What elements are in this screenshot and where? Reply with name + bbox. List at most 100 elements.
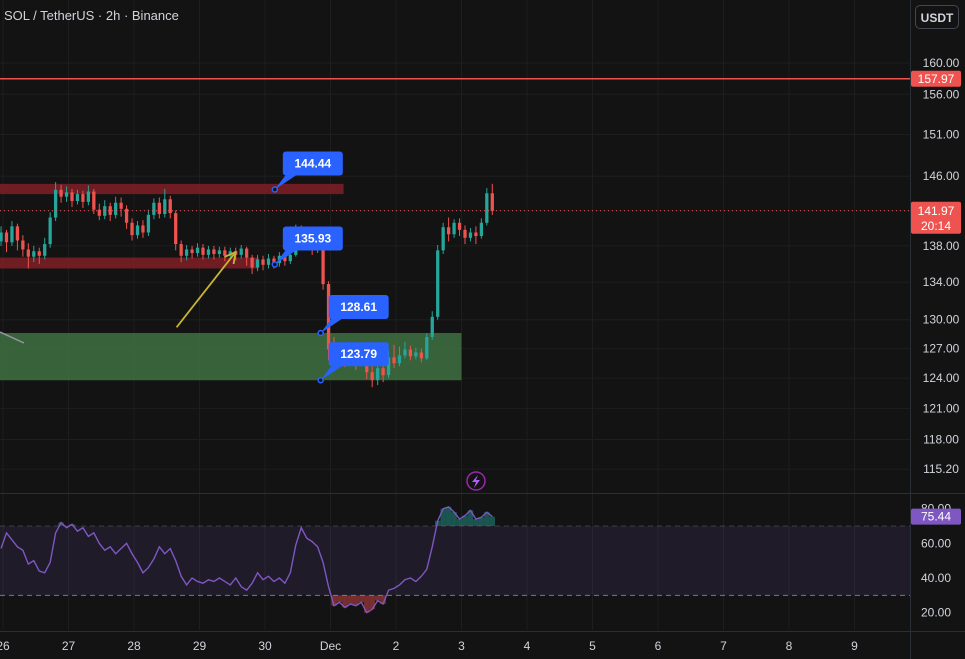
candle-body bbox=[179, 244, 183, 256]
callout-anchor bbox=[271, 261, 279, 268]
candle-body bbox=[174, 213, 178, 245]
candle-body bbox=[474, 232, 478, 237]
time-tick-label: 3 bbox=[458, 639, 465, 653]
candle-body bbox=[195, 247, 200, 254]
candle-body bbox=[163, 199, 167, 215]
candle-body bbox=[266, 258, 271, 265]
price-tick-label: 156.00 bbox=[923, 87, 960, 101]
candle-body bbox=[21, 240, 25, 250]
zone-resistance-upper bbox=[0, 183, 344, 195]
candle-body bbox=[37, 251, 41, 256]
time-tick-label: 27 bbox=[62, 639, 76, 653]
candle-body bbox=[326, 284, 331, 350]
candle-body bbox=[92, 191, 96, 210]
time-tick-label: 26 bbox=[0, 639, 10, 653]
candle-body bbox=[190, 249, 194, 254]
candle-body bbox=[10, 226, 14, 243]
callout-box bbox=[328, 295, 389, 320]
rsi-overbought-fill bbox=[58, 506, 495, 526]
candle-body bbox=[81, 194, 85, 202]
candle-body bbox=[392, 357, 396, 364]
price-tick-label: 130.00 bbox=[923, 313, 960, 327]
horizontal-line[interactable]: 157.97 bbox=[0, 70, 961, 344]
price-tick-label: 127.00 bbox=[923, 342, 960, 356]
drawings[interactable]: 144.44 135.93 128.61 123.79 bbox=[175, 151, 486, 491]
time-tick-label: 2 bbox=[393, 639, 400, 653]
candle-body bbox=[48, 217, 52, 245]
price-tick-label: 151.00 bbox=[923, 128, 960, 142]
candle-body bbox=[425, 336, 429, 359]
price-tick-label: 124.00 bbox=[923, 371, 960, 385]
candle-body bbox=[43, 244, 47, 256]
candle-body bbox=[15, 226, 20, 241]
current-price-tag bbox=[911, 201, 961, 234]
trendline-fragment bbox=[0, 331, 25, 344]
lightning-icon bbox=[466, 471, 486, 491]
candle-body bbox=[223, 250, 227, 256]
candle-body bbox=[206, 249, 211, 255]
candle-body bbox=[479, 222, 484, 237]
candle-body bbox=[381, 368, 385, 376]
price-tick-label: 118.00 bbox=[923, 432, 959, 446]
time-tick-label: 28 bbox=[127, 639, 141, 653]
candle-body bbox=[468, 232, 473, 238]
candle-body bbox=[212, 249, 216, 254]
rsi-tick-label: 60.00 bbox=[921, 536, 951, 550]
candle-body bbox=[135, 225, 140, 236]
callout-label: 128.61 bbox=[340, 300, 377, 314]
candle-body bbox=[490, 193, 494, 211]
callout-box bbox=[328, 342, 389, 367]
candle-body bbox=[452, 222, 456, 235]
candle-body bbox=[261, 259, 265, 265]
callout-box bbox=[282, 151, 343, 176]
candle-body bbox=[272, 258, 276, 264]
callout-pointer bbox=[320, 364, 345, 381]
horizontal-line-label: 157.97 bbox=[918, 72, 955, 86]
candle-body bbox=[157, 202, 161, 215]
rsi-value-tag bbox=[911, 508, 961, 525]
candle-body bbox=[146, 214, 151, 233]
price-tick-label: 121.00 bbox=[923, 401, 960, 415]
candle-body bbox=[441, 227, 445, 251]
candle-body bbox=[32, 251, 36, 257]
lightning-icon-bolt bbox=[472, 475, 480, 488]
symbol-title: SOL / TetherUS · 2h · Binance bbox=[4, 8, 179, 23]
candle-body bbox=[75, 194, 80, 201]
rsi-line bbox=[0, 506, 493, 614]
callout-anchor bbox=[317, 376, 324, 384]
candle-body bbox=[457, 222, 462, 230]
candle-body bbox=[217, 250, 222, 254]
candle-body bbox=[26, 249, 30, 257]
callout-label: 123.79 bbox=[340, 347, 377, 361]
time-tick-label: 29 bbox=[193, 639, 207, 653]
candle-body bbox=[152, 202, 156, 215]
rsi-value-label: 75.44 bbox=[921, 510, 951, 524]
current-price-label: 141.97 bbox=[918, 204, 955, 218]
time-tick-label: 4 bbox=[524, 639, 531, 653]
zone-support bbox=[0, 333, 462, 381]
candle-body bbox=[141, 225, 145, 233]
currency-button[interactable]: USDT bbox=[915, 5, 959, 29]
candle-body bbox=[124, 208, 129, 223]
time-tick-label: 6 bbox=[655, 639, 662, 653]
candle-body bbox=[397, 355, 402, 364]
rsi-tick-label: 20.00 bbox=[921, 606, 951, 620]
candle-body bbox=[0, 232, 3, 242]
callout-anchor bbox=[317, 329, 324, 337]
candle-body bbox=[245, 248, 249, 258]
candle-body bbox=[463, 229, 467, 238]
candle-body bbox=[119, 202, 123, 209]
candle-body bbox=[184, 249, 189, 256]
callout-label: 144.44 bbox=[294, 156, 331, 170]
callout-pointer bbox=[274, 248, 299, 265]
price-tick-label: 115.20 bbox=[923, 462, 959, 476]
projection-arrow-line bbox=[175, 251, 237, 328]
candle-body bbox=[430, 316, 434, 337]
candle-body bbox=[255, 259, 260, 268]
horizontal-line-price-tag bbox=[911, 70, 961, 87]
candle-body bbox=[283, 255, 287, 262]
price-tick-label: 146.00 bbox=[923, 169, 960, 183]
candle-body bbox=[108, 206, 112, 215]
